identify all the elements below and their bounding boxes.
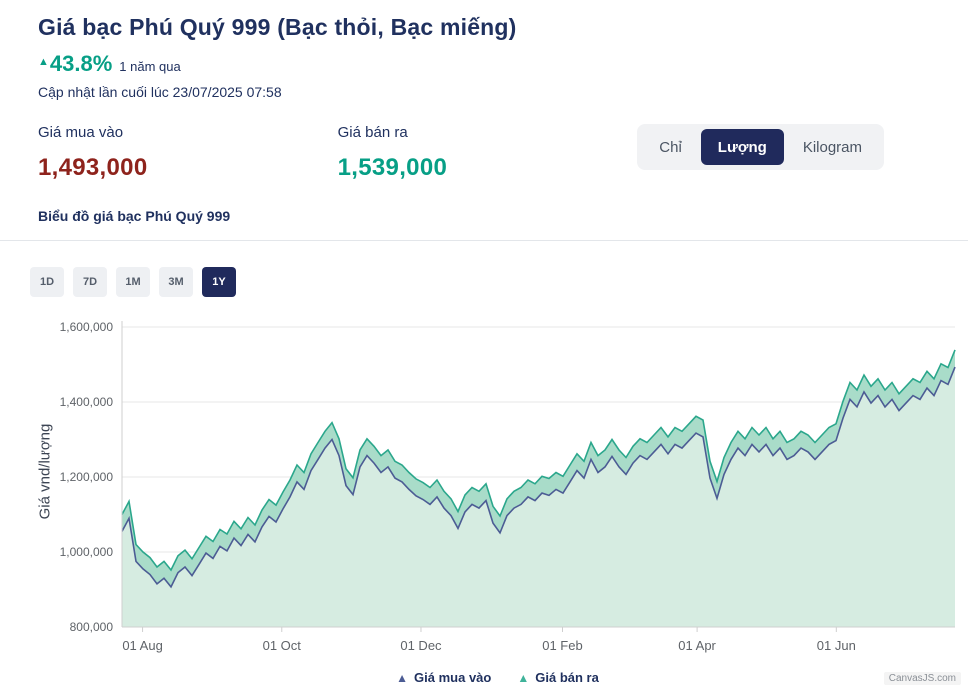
sell-series-marker-icon: ▲ (517, 670, 530, 685)
range-buttons: 1D 7D 1M 3M 1Y (30, 267, 968, 297)
buy-line (121, 366, 956, 589)
x-tick-label: 01 Jun (817, 638, 856, 653)
unit-chi-button[interactable]: Chỉ (642, 129, 699, 165)
y-tick-label: 800,000 (70, 620, 114, 634)
sell-line (121, 349, 956, 572)
range-1y-button[interactable]: 1Y (202, 267, 236, 297)
canvasjs-watermark[interactable]: CanvasJS.com (883, 672, 961, 685)
range-1m-button[interactable]: 1M (116, 267, 150, 297)
change-row: ▲ 43.8% 1 năm qua (38, 51, 968, 77)
page-title: Giá bạc Phú Quý 999 (Bạc thỏi, Bạc miếng… (38, 14, 517, 40)
x-tick-label: 01 Feb (542, 638, 582, 653)
x-tick-label: 01 Apr (678, 638, 716, 653)
unit-kilogram-button[interactable]: Kilogram (786, 129, 879, 165)
x-tick-label: 01 Oct (263, 638, 302, 653)
range-1d-button[interactable]: 1D (30, 267, 64, 297)
range-3m-button[interactable]: 3M (159, 267, 193, 297)
last-updated: Cập nhật lần cuối lúc 23/07/2025 07:58 (38, 84, 282, 100)
chart-section-title: Biểu đồ giá bạc Phú Quý 999 (38, 208, 231, 224)
range-7d-button[interactable]: 7D (73, 267, 107, 297)
buy-price-label: Giá mua vào (38, 124, 124, 141)
chart-footer: ▲ Giá mua vào ▲ Giá bán ra CanvasJS.com (30, 670, 965, 692)
y-tick-label: 1,600,000 (60, 320, 114, 334)
chart-legend: ▲ Giá mua vào ▲ Giá bán ra (30, 670, 965, 685)
change-period: 1 năm qua (119, 59, 181, 74)
legend-sell-label: Giá bán ra (535, 670, 599, 685)
price-chart: Giá vnd/lượng 800,000 1,000,000 1,200,000 1… (30, 313, 965, 692)
sell-price-value: 1,539,000 (337, 154, 448, 181)
buy-price-value: 1,493,000 (38, 154, 148, 181)
y-tick-label: 1,400,000 (60, 395, 114, 409)
chart-canvas[interactable]: 800,000 1,000,000 1,200,000 1,400,000 1,600,… (30, 313, 965, 665)
buy-price-block: Giá mua vào 1,493,000 (38, 124, 338, 182)
sell-price-label: Giá bán ra (337, 124, 408, 141)
change-percent: 43.8% (49, 51, 113, 76)
unit-luong-button[interactable]: Lượng (700, 129, 784, 165)
y-axis-label: Giá vnd/lượng (36, 423, 54, 520)
legend-buy-label: Giá mua vào (414, 670, 492, 685)
legend-item-buy[interactable]: ▲ Giá mua vào (396, 670, 491, 685)
header: Giá bạc Phú Quý 999 (Bạc thỏi, Bạc miếng… (0, 0, 968, 100)
y-tick-label: 1,000,000 (60, 545, 114, 559)
y-tick-label: 1,200,000 (60, 470, 114, 484)
sell-price-block: Giá bán ra 1,539,000 (338, 124, 638, 182)
x-tick-label: 01 Aug (122, 638, 163, 653)
price-row: Giá mua vào 1,493,000 Giá bán ra 1,539,0… (38, 124, 968, 182)
legend-item-sell[interactable]: ▲ Giá bán ra (517, 670, 598, 685)
x-tick-label: 01 Dec (400, 638, 442, 653)
divider (0, 240, 968, 241)
buy-series-marker-icon: ▲ (396, 670, 409, 685)
unit-toggle: Chỉ Lượng Kilogram (637, 124, 884, 170)
up-arrow-icon: ▲ (38, 56, 49, 68)
